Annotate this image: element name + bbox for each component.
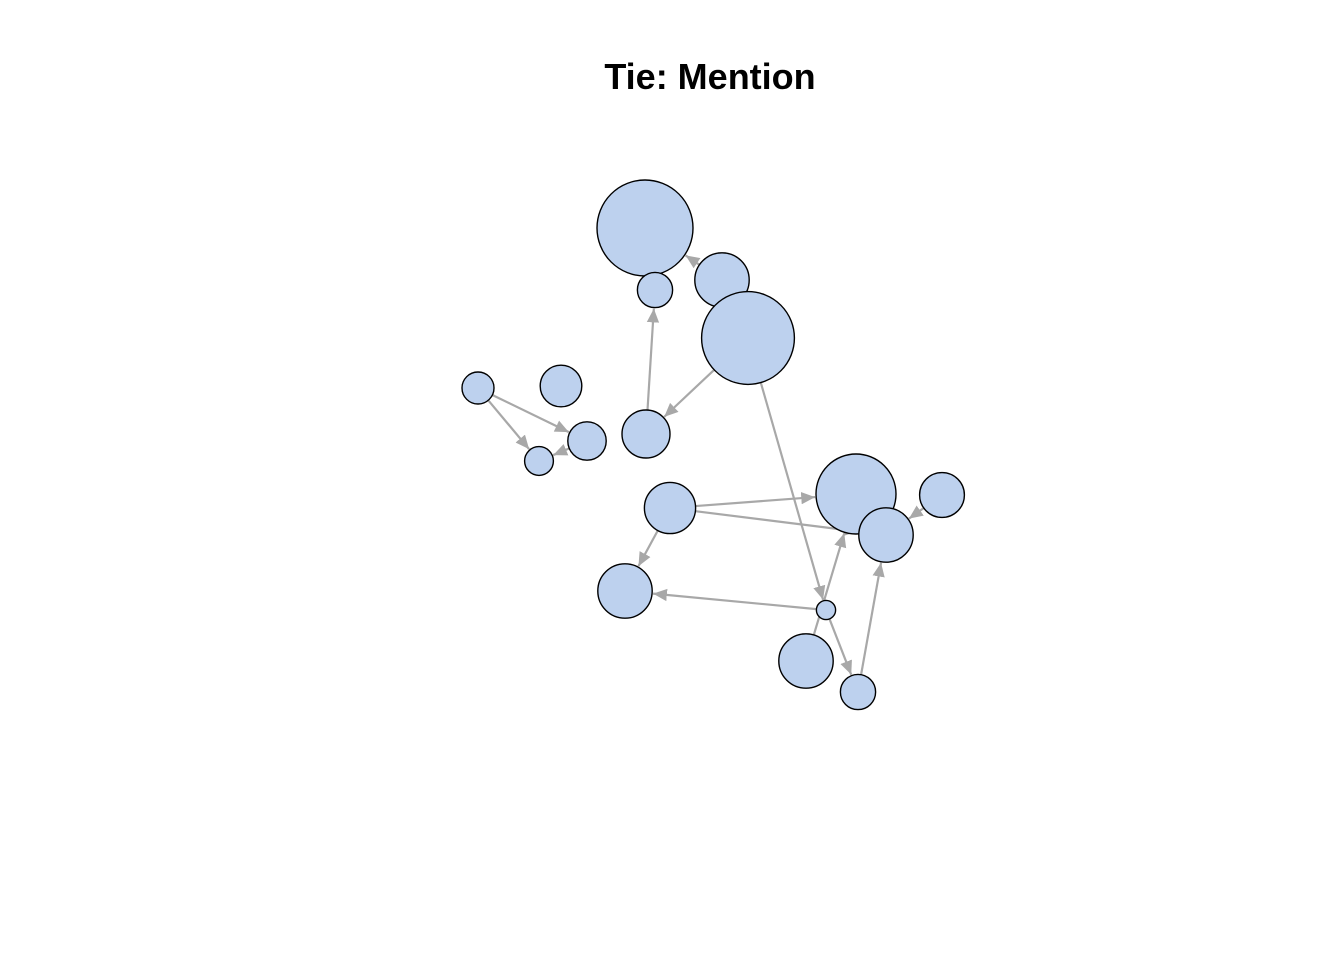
edge-n8-n7: [552, 444, 570, 457]
edges-layer: [487, 254, 925, 676]
node-n2: [636, 271, 674, 309]
node-n13: [858, 507, 914, 563]
node-n9: [621, 409, 671, 459]
node-n10: [643, 481, 697, 535]
node-n8: [567, 421, 607, 461]
node-n4: [700, 290, 796, 386]
edge-n15-n17: [828, 618, 853, 676]
node-n14: [597, 563, 653, 619]
node-n6: [539, 364, 583, 408]
node-n7: [523, 445, 555, 477]
edge-n15-n14: [652, 588, 817, 611]
node-n1: [596, 179, 694, 277]
edge-n10-n11: [695, 491, 816, 508]
edge-n4-n15: [759, 382, 826, 601]
node-n5: [461, 371, 495, 405]
edge-n12-n13: [908, 505, 925, 520]
chart-title: Tie: Mention: [604, 56, 816, 97]
node-n17: [839, 673, 877, 711]
edge-n10-n14: [637, 529, 659, 567]
edge-n5-n7: [487, 399, 530, 450]
edge-n3-n1: [684, 254, 701, 269]
edge-n4-n9: [663, 368, 715, 418]
edge-n16-n11: [812, 532, 847, 636]
nodes-layer: [461, 179, 966, 711]
edge-n10-n13: [695, 510, 859, 536]
node-n15: [815, 599, 837, 621]
edge-n17-n13: [860, 562, 885, 675]
edge-n5-n8: [491, 394, 570, 434]
node-n16: [778, 633, 834, 689]
edge-n9-n2: [646, 308, 660, 411]
node-n12: [918, 471, 966, 519]
